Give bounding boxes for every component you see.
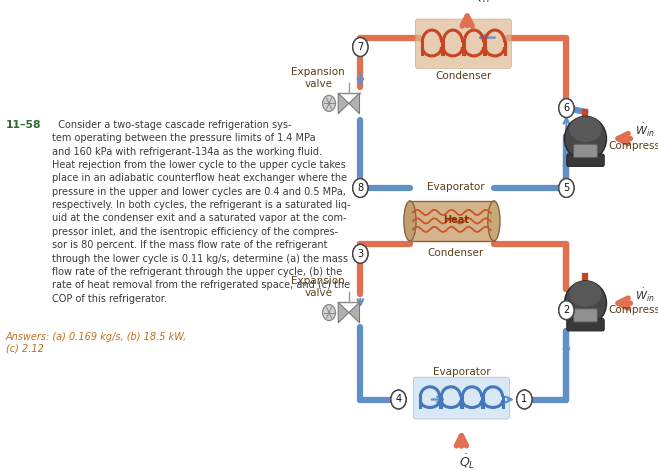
Text: Compressor: Compressor [609, 141, 658, 151]
Text: 8: 8 [357, 183, 363, 193]
Circle shape [559, 99, 574, 118]
FancyBboxPatch shape [415, 19, 511, 68]
Text: Consider a two-stage cascade refrigeration sys-
tem operating between the pressu: Consider a two-stage cascade refrigerati… [52, 120, 351, 304]
Text: Heat: Heat [443, 215, 468, 225]
Polygon shape [349, 302, 359, 323]
Text: 3: 3 [357, 249, 363, 259]
FancyBboxPatch shape [574, 144, 597, 157]
Text: $\dot{Q}_L$: $\dot{Q}_L$ [459, 452, 475, 470]
Text: Condenser: Condenser [435, 71, 492, 81]
Ellipse shape [565, 281, 607, 325]
Ellipse shape [569, 281, 601, 307]
Circle shape [391, 390, 406, 409]
Text: Answers: (a) 0.169 kg/s, (b) 18.5 kW,
(c) 2.12: Answers: (a) 0.169 kg/s, (b) 18.5 kW, (c… [6, 332, 187, 353]
Text: $\dot{W}_{in}$: $\dot{W}_{in}$ [635, 287, 655, 304]
Circle shape [559, 179, 574, 197]
FancyBboxPatch shape [413, 377, 509, 419]
Text: Expansion
valve: Expansion valve [291, 276, 345, 298]
Text: Evaporator: Evaporator [427, 182, 484, 192]
Text: 4: 4 [395, 394, 401, 405]
Text: 1: 1 [521, 394, 528, 405]
Text: 2: 2 [563, 305, 570, 315]
Circle shape [559, 301, 574, 320]
Text: 5: 5 [563, 183, 570, 193]
Circle shape [517, 390, 532, 409]
FancyBboxPatch shape [567, 154, 604, 166]
Text: $\dot{Q}_H$: $\dot{Q}_H$ [473, 0, 492, 5]
Ellipse shape [569, 116, 601, 142]
Circle shape [391, 390, 406, 409]
Text: $\dot{W}_{in}$: $\dot{W}_{in}$ [635, 122, 655, 139]
Text: 6: 6 [563, 103, 569, 113]
Polygon shape [338, 302, 349, 323]
Text: Compressor: Compressor [609, 305, 658, 315]
Text: 11–58: 11–58 [6, 120, 41, 130]
Ellipse shape [488, 201, 500, 241]
Text: 5: 5 [563, 183, 570, 193]
FancyBboxPatch shape [574, 309, 597, 322]
Circle shape [353, 179, 368, 197]
Circle shape [353, 244, 368, 263]
Circle shape [517, 390, 532, 409]
Circle shape [353, 244, 368, 263]
Circle shape [559, 179, 574, 197]
Text: Condenser: Condenser [428, 248, 484, 258]
Circle shape [322, 305, 336, 321]
Text: 6: 6 [563, 103, 569, 113]
Ellipse shape [565, 117, 607, 161]
Text: 3: 3 [357, 249, 363, 259]
Circle shape [559, 301, 574, 320]
Text: Evaporator: Evaporator [433, 368, 490, 377]
Ellipse shape [404, 201, 416, 241]
Circle shape [353, 179, 368, 197]
Text: Expansion
valve: Expansion valve [291, 67, 345, 89]
Text: 1: 1 [521, 394, 528, 405]
Circle shape [353, 38, 368, 56]
Bar [410, 201, 494, 241]
FancyBboxPatch shape [567, 319, 604, 331]
Circle shape [559, 99, 574, 118]
Polygon shape [338, 93, 349, 114]
Text: 8: 8 [357, 183, 363, 193]
Text: 4: 4 [395, 394, 401, 405]
Text: 2: 2 [563, 305, 570, 315]
Text: 7: 7 [357, 42, 363, 52]
Circle shape [322, 95, 336, 111]
Text: 7: 7 [357, 42, 363, 52]
Polygon shape [349, 93, 359, 114]
Circle shape [353, 38, 368, 56]
